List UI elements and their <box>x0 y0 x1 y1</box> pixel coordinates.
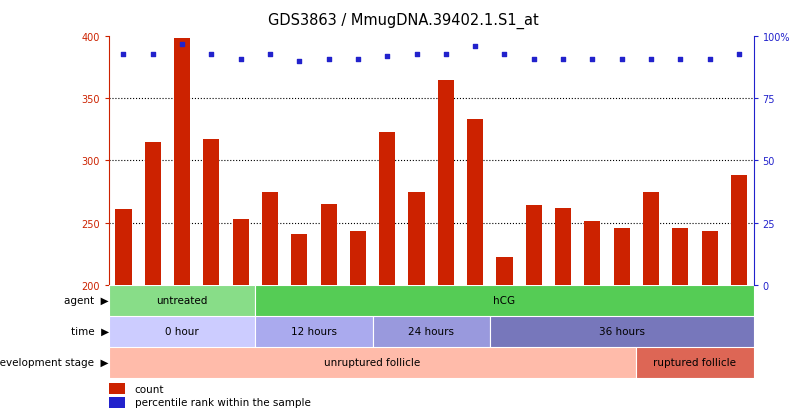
Point <box>703 56 716 63</box>
Point <box>147 51 160 58</box>
Bar <box>109 285 256 316</box>
Bar <box>438 81 454 285</box>
Point <box>410 51 423 58</box>
Point <box>586 56 599 63</box>
Bar <box>109 347 637 378</box>
Text: agent  ▶: agent ▶ <box>64 295 109 306</box>
Text: untreated: untreated <box>156 295 208 306</box>
Bar <box>701 232 717 285</box>
Bar <box>555 208 571 285</box>
Point <box>293 59 305 65</box>
Point <box>527 56 540 63</box>
Bar <box>643 192 659 285</box>
Bar <box>526 206 542 285</box>
Point <box>380 54 393 60</box>
Bar <box>409 192 425 285</box>
Point <box>322 56 335 63</box>
Point <box>176 41 189 48</box>
Point <box>645 56 658 63</box>
Bar <box>350 232 366 285</box>
Text: time  ▶: time ▶ <box>71 326 109 337</box>
Bar <box>233 219 249 285</box>
Point <box>498 51 511 58</box>
Text: 12 hours: 12 hours <box>291 326 337 337</box>
Text: development stage  ▶: development stage ▶ <box>0 357 109 368</box>
Bar <box>109 383 125 394</box>
Bar <box>731 176 747 285</box>
Text: hCG: hCG <box>493 295 516 306</box>
Point <box>439 51 452 58</box>
Text: unruptured follicle: unruptured follicle <box>325 357 421 368</box>
Point <box>733 51 746 58</box>
Bar <box>174 38 190 285</box>
Bar <box>613 228 629 285</box>
Point <box>615 56 628 63</box>
Text: GDS3863 / MmugDNA.39402.1.S1_at: GDS3863 / MmugDNA.39402.1.S1_at <box>268 12 538 28</box>
Bar <box>256 285 754 316</box>
Point <box>557 56 570 63</box>
Bar <box>291 234 307 285</box>
Point <box>674 56 687 63</box>
Bar <box>109 397 125 408</box>
Text: count: count <box>135 384 164 394</box>
Bar <box>262 192 278 285</box>
Bar <box>467 120 484 285</box>
Text: percentile rank within the sample: percentile rank within the sample <box>135 397 310 407</box>
Bar <box>672 228 688 285</box>
Text: ruptured follicle: ruptured follicle <box>654 357 737 368</box>
Bar <box>109 316 256 347</box>
Point <box>117 51 130 58</box>
Point <box>264 51 276 58</box>
Bar <box>256 316 372 347</box>
Bar <box>637 347 754 378</box>
Bar <box>372 316 490 347</box>
Bar <box>496 258 513 285</box>
Point <box>351 56 364 63</box>
Bar <box>145 142 161 285</box>
Bar <box>321 204 337 285</box>
Bar <box>490 316 754 347</box>
Point <box>205 51 218 58</box>
Bar <box>584 222 600 285</box>
Text: 0 hour: 0 hour <box>165 326 199 337</box>
Bar <box>115 209 131 285</box>
Bar <box>379 133 395 285</box>
Text: 24 hours: 24 hours <box>408 326 455 337</box>
Point <box>469 44 482 50</box>
Point <box>235 56 247 63</box>
Text: 36 hours: 36 hours <box>599 326 645 337</box>
Bar <box>203 140 219 285</box>
